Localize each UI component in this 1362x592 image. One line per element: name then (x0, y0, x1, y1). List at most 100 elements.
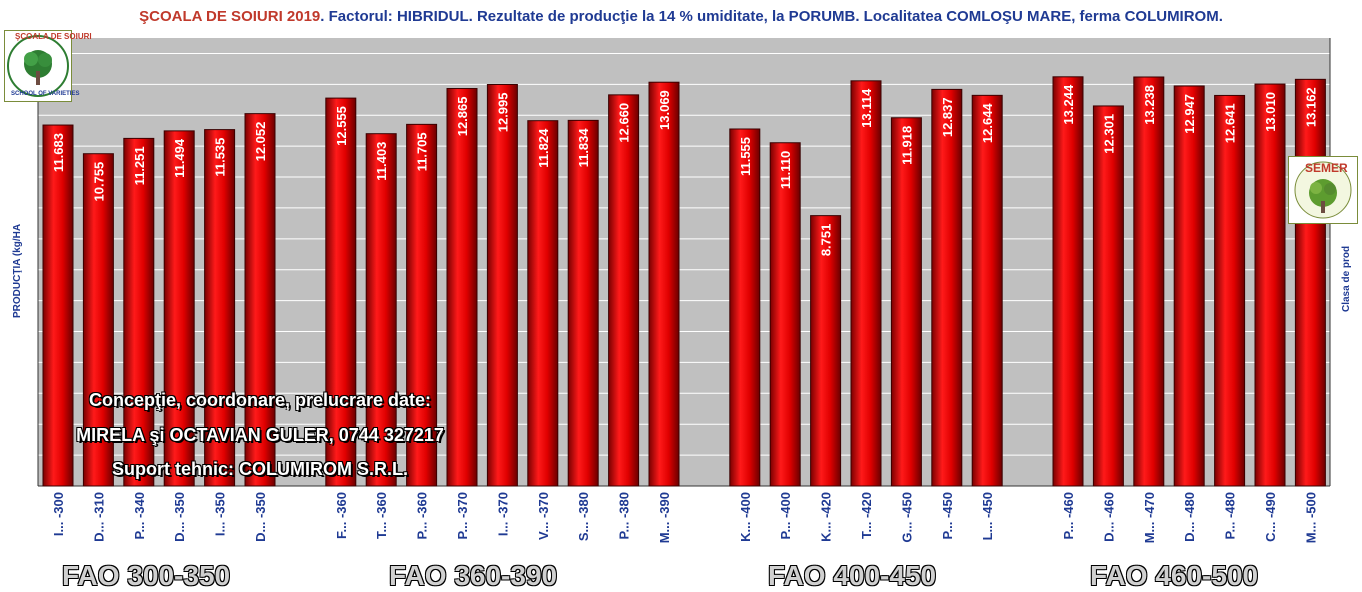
bar-value-label: 11.824 (536, 128, 551, 168)
x-tick-label: P... -360 (415, 492, 430, 539)
chart-title: ŞCOALA DE SOIURI 2019. Factorul: HIBRIDU… (0, 8, 1362, 25)
x-tick-label: D... -310 (91, 492, 106, 542)
x-tick-label: P... -460 (1061, 492, 1076, 539)
x-tick-label: P... -400 (778, 492, 793, 539)
bar (163, 130, 195, 487)
bar (244, 113, 276, 487)
bar-value-label: 12.301 (1101, 114, 1116, 154)
bar-value-label: 11.705 (415, 132, 430, 171)
bar (608, 94, 640, 487)
tree-logo-icon (7, 35, 69, 97)
bar (82, 153, 114, 487)
bar-value-label: 13.162 (1303, 87, 1318, 127)
bar-value-label: 11.251 (132, 146, 147, 185)
x-tick-label: S... -380 (576, 492, 591, 541)
bar-value-label: 11.494 (172, 138, 187, 178)
bar (931, 88, 963, 487)
title-school: ŞCOALA DE SOIURI 2019 (139, 8, 321, 25)
x-tick-label: C... -490 (1263, 492, 1278, 542)
bar (1254, 83, 1286, 487)
bar (406, 123, 438, 487)
bar (486, 83, 518, 487)
x-tick-label: V... -370 (536, 492, 551, 540)
x-tick-label: T... -420 (859, 492, 874, 539)
bar (446, 88, 478, 487)
bar-value-label: 11.535 (213, 138, 228, 177)
x-tick-label: P... -450 (940, 492, 955, 539)
bar (204, 129, 236, 487)
x-tick-label: I... -370 (495, 492, 510, 536)
x-tick-label: I... -350 (213, 492, 228, 536)
group-label-fao-460-500: FAO 460-500 (1090, 560, 1259, 591)
credits-line-2: MIRELA şi OCTAVIAN GULER, 0744 327217 (76, 425, 444, 445)
bar-value-label: 10.755 (91, 162, 106, 202)
x-tick-label: F... -360 (334, 492, 349, 539)
x-tick-label: M... -470 (1142, 492, 1157, 543)
bar-value-label: 13.114 (859, 88, 874, 128)
x-tick-label: P... -370 (455, 492, 470, 539)
x-tick-label: G... -450 (899, 492, 914, 543)
bar (1173, 85, 1205, 487)
x-tick-label: D... -350 (172, 492, 187, 542)
group-label-fao-300-350: FAO 300-350 (62, 560, 231, 591)
x-tick-label: M... -500 (1303, 492, 1318, 543)
bar-value-label: 8.751 (819, 224, 834, 257)
group-label-fao-360-390: FAO 360-390 (389, 560, 558, 591)
bar (850, 80, 882, 487)
credits-line-1: Concepţie, coordonare, prelucrare date: (88, 390, 432, 410)
bar (365, 133, 397, 487)
y-axis-label: PRODUCŢIA (kg/HA (12, 224, 23, 318)
x-tick-label: P... -340 (132, 492, 147, 539)
x-tick-labels: I... -300 D... -310 P... -340 D... -350 I...… (51, 492, 1318, 543)
bar-value-label: 11.683 (51, 133, 66, 172)
x-tick-label: M... -390 (657, 492, 672, 543)
bar-value-label: 12.052 (253, 122, 268, 162)
logo-bottom-text: SCHOOL OF VARIETIES (11, 91, 80, 97)
bar-value-label: 12.660 (617, 103, 632, 143)
bar-value-label: 11.834 (576, 128, 591, 168)
bar (890, 117, 922, 487)
x-tick-label: P... -480 (1223, 492, 1238, 539)
x-tick-label: D... -350 (253, 492, 268, 542)
logo-top-text: ŞCOALA DE SOIURI (15, 32, 92, 41)
bar (42, 124, 74, 487)
bar (567, 119, 599, 487)
bar-value-label: 11.403 (374, 142, 389, 181)
semer-logo: SEMER (1288, 156, 1358, 224)
bar (1092, 105, 1124, 487)
y2-axis-label: Clasa de prod (1341, 246, 1352, 312)
title-rest: . Factorul: HIBRIDUL. Rezultate de produ… (320, 8, 1223, 25)
x-tick-label: I... -300 (51, 492, 66, 536)
bar (729, 128, 761, 487)
bar-value-label: 11.110 (778, 151, 793, 189)
bar-value-label: 11.918 (899, 126, 914, 165)
bar-value-label: 13.244 (1061, 84, 1076, 125)
x-tick-label: T... -360 (374, 492, 389, 539)
bar (769, 142, 801, 487)
bar (648, 81, 680, 487)
bar-value-label: 12.947 (1182, 94, 1197, 134)
bar (123, 137, 155, 487)
bar-value-label: 12.555 (334, 106, 349, 146)
bar (1052, 76, 1084, 487)
x-tick-label: K... -400 (738, 492, 753, 542)
bar (1214, 94, 1246, 487)
x-tick-label: D... -460 (1101, 492, 1116, 542)
bar-value-label: 12.995 (495, 92, 510, 132)
school-logo: ŞCOALA DE SOIURI SCHOOL OF VARIETIES (4, 30, 92, 102)
group-label-fao-400-450: FAO 400-450 (768, 560, 937, 591)
credits-line-3: Suport tehnic: COLUMIROM S.R.L. (112, 459, 408, 479)
bar (325, 97, 357, 487)
bar (971, 94, 1003, 487)
x-tick-label: D... -480 (1182, 492, 1197, 542)
bar-value-label: 13.238 (1142, 85, 1157, 125)
bar-value-label: 13.010 (1263, 92, 1278, 132)
logo-right-text: SEMER (1305, 161, 1348, 175)
bar (1133, 76, 1165, 487)
bar-value-label: 12.865 (455, 97, 470, 137)
bar (1294, 78, 1326, 487)
bar-value-label: 12.837 (940, 97, 955, 137)
bar-value-label: 13.069 (657, 90, 672, 130)
bars: 11.683 10.755 11.251 11.494 11.535 12.052 12.5… (42, 76, 1326, 487)
